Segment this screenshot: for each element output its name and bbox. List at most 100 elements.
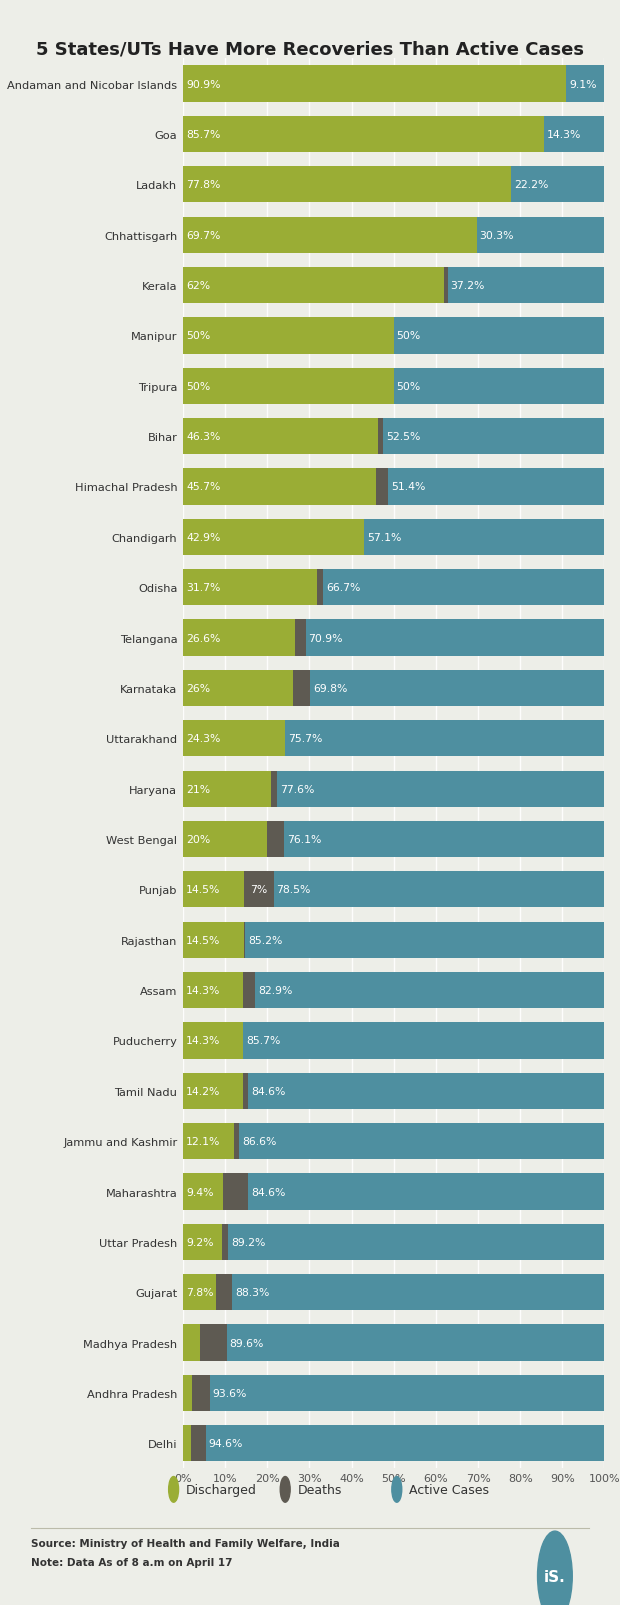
Bar (323, 570, 604, 607)
Text: 14.2%: 14.2% (186, 1087, 221, 1096)
Bar (378, 419, 383, 454)
Bar (210, 1375, 604, 1411)
Bar (223, 1173, 248, 1210)
Text: 20%: 20% (186, 835, 211, 844)
Text: 66.7%: 66.7% (326, 583, 361, 592)
Bar (566, 66, 604, 103)
Text: 50%: 50% (397, 331, 421, 342)
Bar (183, 1022, 243, 1059)
Bar (183, 419, 378, 454)
Bar (183, 1074, 243, 1109)
Bar (243, 973, 255, 1008)
Bar (183, 1425, 191, 1462)
Bar (183, 770, 272, 807)
Text: 94.6%: 94.6% (208, 1438, 243, 1448)
Bar (200, 1324, 227, 1361)
Bar (310, 671, 604, 706)
Bar (285, 721, 604, 758)
Text: 9.2%: 9.2% (186, 1237, 214, 1247)
Text: 57.1%: 57.1% (366, 533, 401, 542)
Text: 50%: 50% (186, 382, 211, 392)
Bar (277, 770, 604, 807)
Text: 50%: 50% (397, 382, 421, 392)
Text: 26.6%: 26.6% (186, 632, 221, 644)
Bar (284, 822, 604, 857)
Text: 84.6%: 84.6% (250, 1186, 285, 1197)
Bar (364, 520, 604, 555)
Text: 52.5%: 52.5% (386, 432, 420, 441)
Bar (206, 1425, 604, 1462)
Text: Deaths: Deaths (298, 1483, 342, 1496)
Bar (183, 167, 511, 204)
Text: iS.: iS. (544, 1568, 566, 1584)
Text: 12.1%: 12.1% (186, 1136, 221, 1146)
Bar (383, 419, 604, 454)
Bar (394, 318, 604, 355)
Text: 24.3%: 24.3% (186, 733, 221, 743)
Bar (228, 1225, 604, 1260)
Bar (183, 1324, 200, 1361)
Bar (267, 822, 284, 857)
Text: 51.4%: 51.4% (391, 482, 425, 493)
Text: 77.6%: 77.6% (280, 785, 315, 794)
Bar (273, 872, 604, 908)
Text: 88.3%: 88.3% (235, 1287, 270, 1297)
Bar (183, 1375, 192, 1411)
Text: 14.3%: 14.3% (547, 130, 582, 140)
Text: Source: Ministry of Health and Family Welfare, India: Source: Ministry of Health and Family We… (31, 1538, 340, 1547)
Bar (227, 1324, 604, 1361)
Text: 46.3%: 46.3% (186, 432, 221, 441)
Bar (255, 973, 604, 1008)
Bar (183, 872, 244, 908)
Bar (183, 721, 285, 758)
Text: 31.7%: 31.7% (186, 583, 221, 592)
Text: 75.7%: 75.7% (288, 733, 322, 743)
Bar (544, 117, 604, 152)
Bar (394, 369, 604, 404)
Bar (216, 1274, 232, 1311)
Text: 89.6%: 89.6% (229, 1337, 264, 1348)
Text: 90.9%: 90.9% (186, 80, 221, 90)
Text: 69.7%: 69.7% (186, 231, 221, 241)
Text: 84.6%: 84.6% (250, 1087, 285, 1096)
Bar (232, 1274, 604, 1311)
Text: 78.5%: 78.5% (277, 884, 311, 896)
Bar (243, 1022, 604, 1059)
Text: 82.9%: 82.9% (258, 985, 292, 995)
Text: 14.3%: 14.3% (186, 985, 221, 995)
Bar (477, 217, 604, 254)
Text: 76.1%: 76.1% (286, 835, 321, 844)
Bar (192, 1375, 210, 1411)
Bar (248, 1074, 604, 1109)
Text: 14.5%: 14.5% (186, 884, 221, 896)
Bar (272, 770, 277, 807)
Text: 26%: 26% (186, 684, 210, 693)
Text: 89.2%: 89.2% (231, 1237, 266, 1247)
Bar (376, 469, 388, 506)
Text: Active Cases: Active Cases (409, 1483, 489, 1496)
Bar (183, 217, 477, 254)
Text: 21%: 21% (186, 785, 210, 794)
Bar (448, 268, 604, 303)
Text: Note: Data As of 8 a.m on April 17: Note: Data As of 8 a.m on April 17 (31, 1557, 232, 1566)
Bar (183, 469, 376, 506)
Bar (183, 671, 293, 706)
Bar (511, 167, 604, 204)
Bar (293, 671, 310, 706)
Text: 69.8%: 69.8% (313, 684, 348, 693)
Text: 45.7%: 45.7% (186, 482, 221, 493)
Text: 62%: 62% (186, 281, 210, 291)
Text: 7%: 7% (250, 884, 267, 896)
Text: 77.8%: 77.8% (186, 180, 221, 191)
Bar (243, 1074, 248, 1109)
Text: 22.2%: 22.2% (514, 180, 548, 191)
Bar (183, 822, 267, 857)
Text: 7.8%: 7.8% (186, 1287, 214, 1297)
Bar (183, 973, 243, 1008)
Bar (183, 268, 445, 303)
Bar (183, 1274, 216, 1311)
Bar (183, 570, 317, 607)
Bar (183, 1173, 223, 1210)
Bar (234, 1124, 239, 1159)
Bar (244, 921, 246, 958)
